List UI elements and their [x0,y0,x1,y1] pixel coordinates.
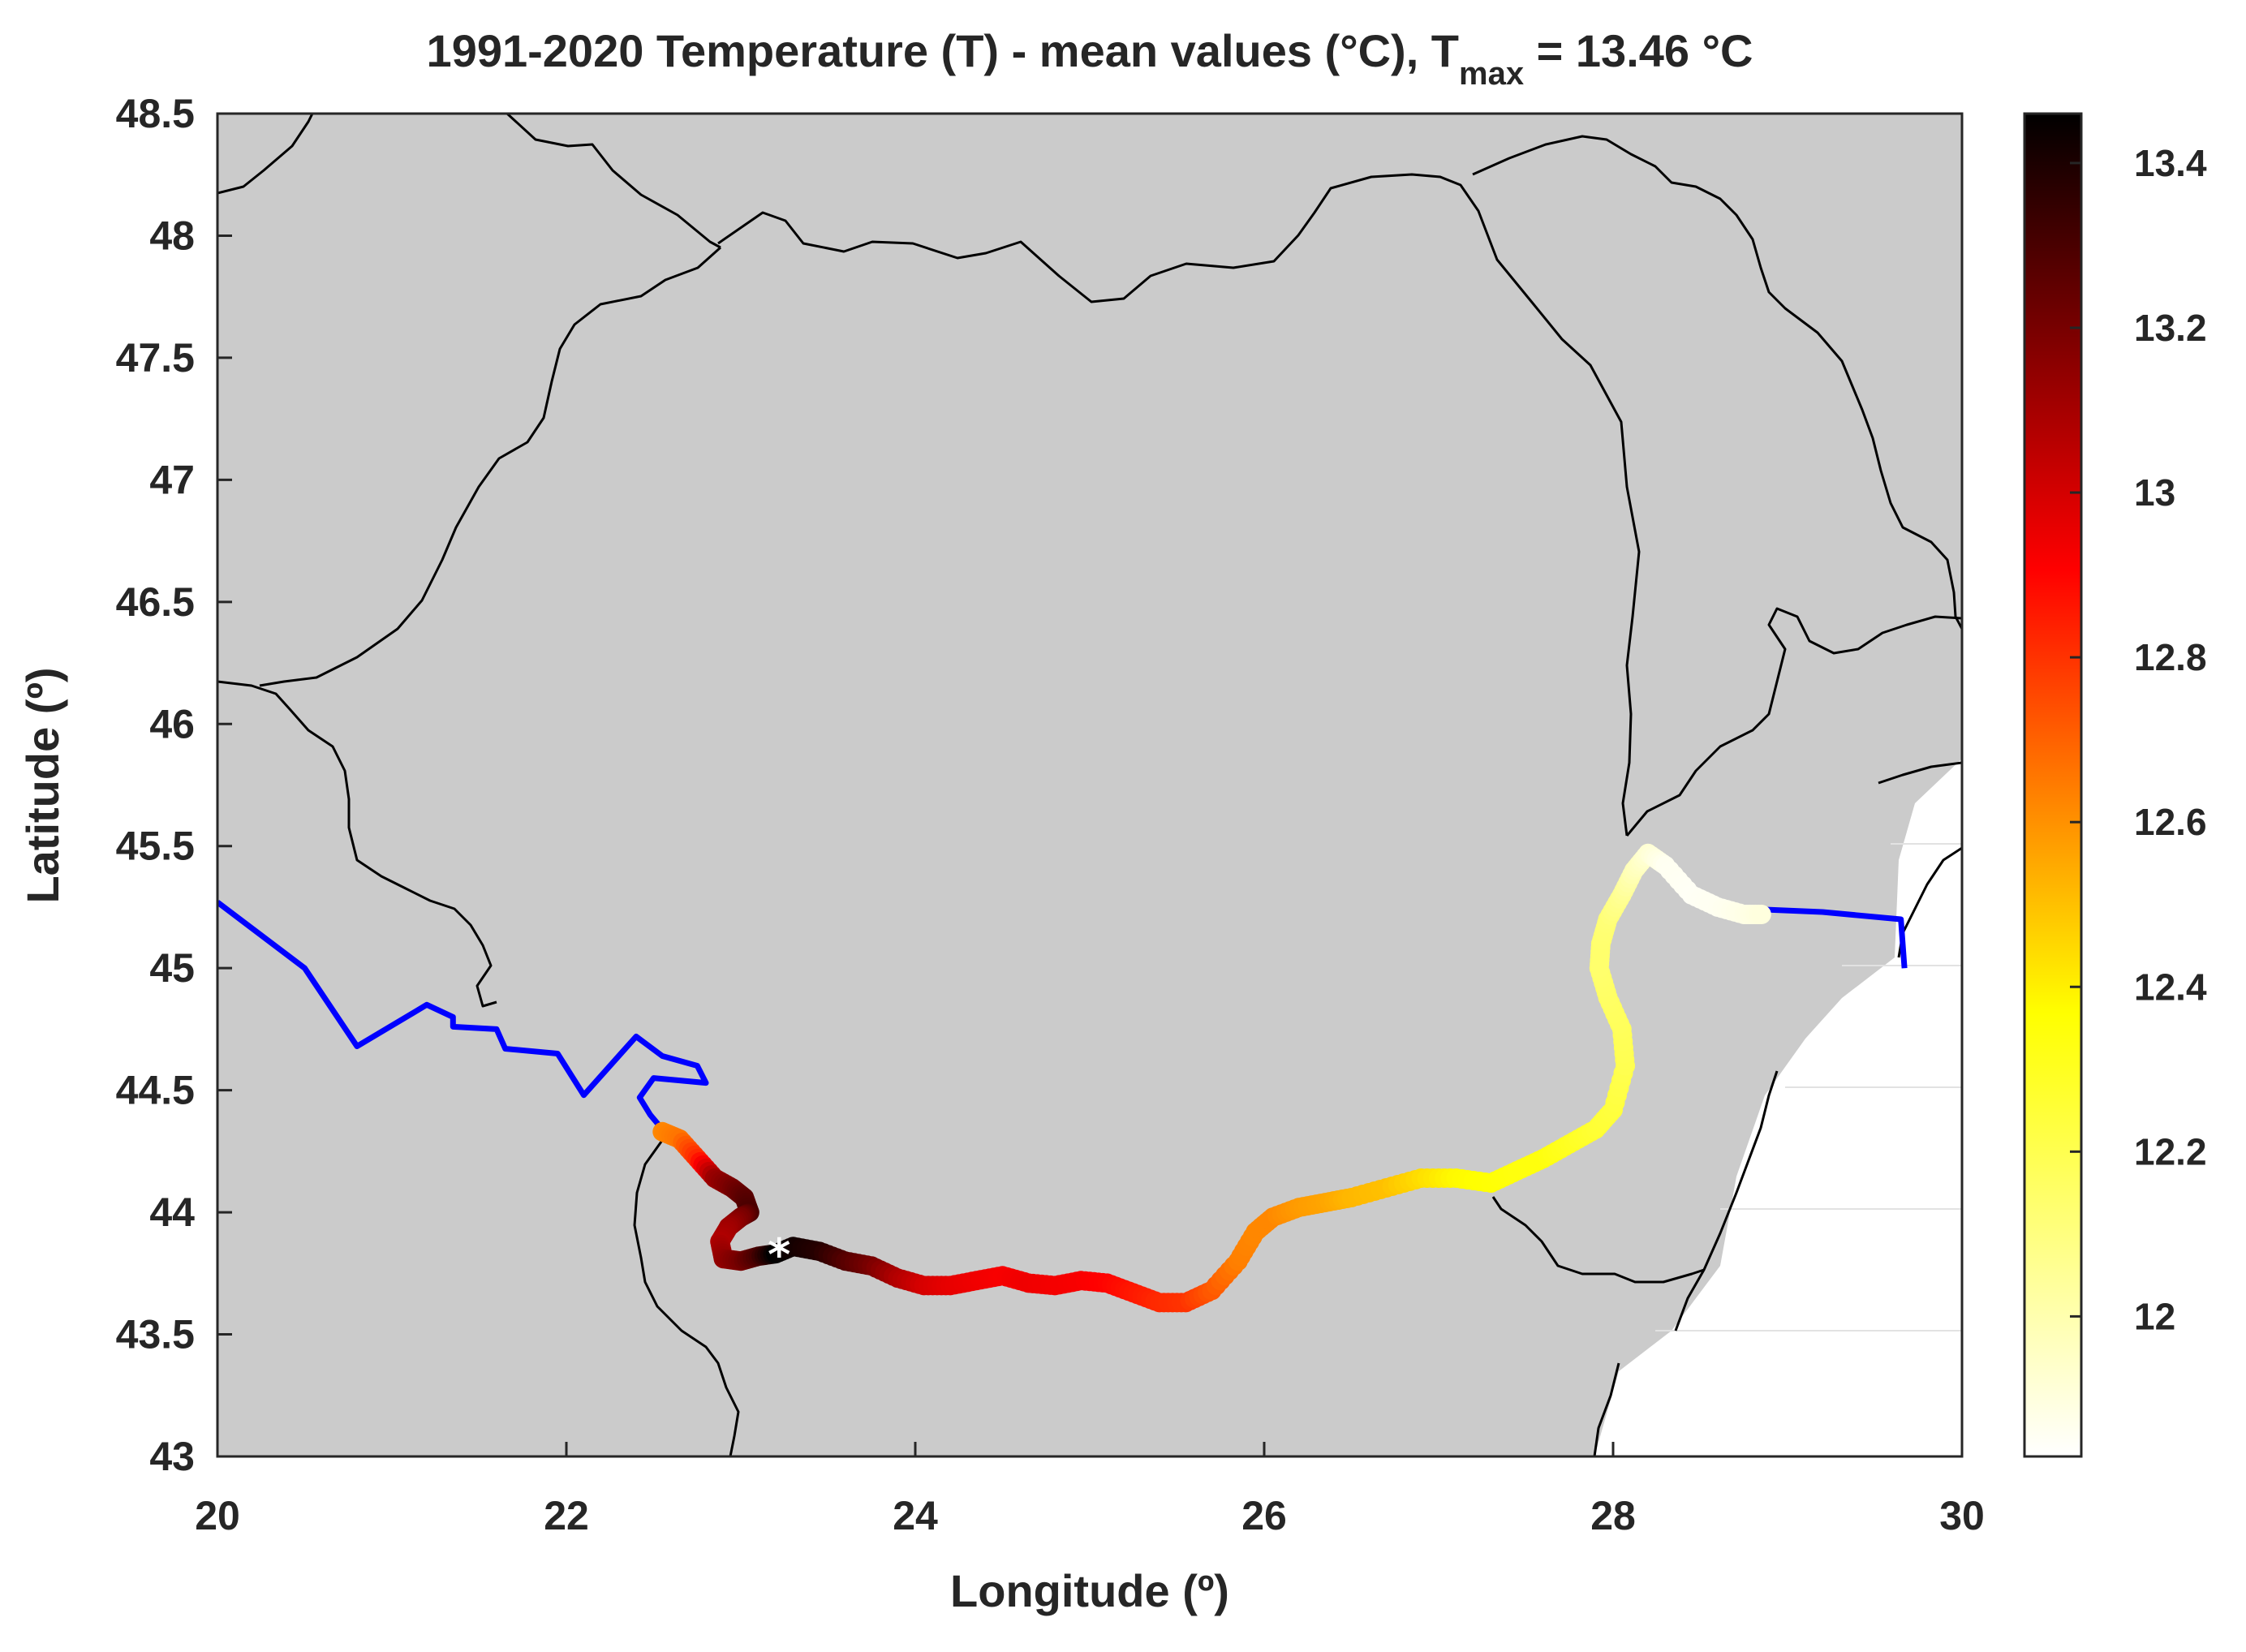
colorbar-tick-label: 13 [2134,471,2175,514]
axes-box [216,112,1964,1458]
y-tick-label: 44 [149,1190,195,1235]
colorbar-tick-labels: 12 12.2 12.4 12.6 12.8 13 13.2 13.4 [2070,142,2207,1337]
title-prefix: 1991-2020 Temperature (T) - mean values … [427,25,1459,76]
y-tick-label: 44.5 [116,1068,195,1113]
y-tick-label: 48.5 [116,91,195,136]
colorbar-tick-label: 13.2 [2134,307,2207,349]
colorbar-tick-label: 12 [2134,1295,2175,1337]
x-tick-labels: 20 22 24 26 28 30 [195,1442,1985,1538]
colorbar-tick-label: 12.6 [2134,801,2207,843]
y-tick-label: 45 [149,945,195,991]
x-tick-label: 20 [195,1493,240,1538]
map-plot-area: * [217,114,1962,1456]
border-moldova-south [1625,607,1962,837]
border-bulgaria-east-coast [1674,1070,1779,1331]
border-dobrogea-bulgaria [1593,1362,1620,1456]
danube-upstream-line [217,900,709,1132]
x-tick-label: 24 [893,1493,938,1538]
scatter-point [1751,905,1771,924]
y-tick-label: 46 [149,701,195,746]
border-hungary-serbia [217,680,497,1008]
danube-downstream-line [1764,906,1908,969]
y-tick-label: 48 [149,213,195,258]
colorbar-tick-label: 12.8 [2134,636,2207,678]
title-suffix: = 13.46 °C [1524,25,1753,76]
temperature-scatter-points [652,843,1771,1313]
colorbar-gradient [2023,112,2083,1458]
y-tick-label: 47 [149,457,195,502]
border-slovakia-hungary [506,114,721,249]
border-hungary-romania [259,246,721,687]
y-tick-labels: 43 43.5 44 44.5 45 45.5 46 46.5 47 47.5 48 48.5 [116,91,232,1479]
border-moldova-east [1472,135,1962,630]
country-borders [217,114,1962,1456]
x-tick-label: 26 [1241,1493,1287,1538]
y-axis-label: Latitude (º) [17,667,68,903]
land-area [217,114,1962,1456]
border-ukraine-north [217,114,314,195]
colorbar: 12 12.2 12.4 12.6 12.8 13 13.2 13.4 [2023,112,2207,1458]
y-tick-label: 43 [149,1434,195,1479]
x-tick-label: 28 [1590,1493,1636,1538]
border-ukraine-delta [1878,761,1962,785]
border-romania-bulgaria-east [1491,1196,1705,1284]
y-tick-label: 45.5 [116,824,195,869]
y-tick-label: 47.5 [116,335,195,381]
x-axis-label: Longitude (º) [950,1565,1229,1616]
colorbar-tick-label: 12.4 [2134,966,2207,1008]
title-subscript: max [1459,56,1524,92]
colorbar-tick-label: 12.2 [2134,1130,2207,1172]
x-tick-label: 30 [1939,1493,1985,1538]
chart-title: 1991-2020 Temperature (T) - mean values … [427,25,1753,92]
tmax-marker-asterisk: * [768,1229,790,1280]
x-tick-label: 22 [544,1493,589,1538]
y-tick-label: 46.5 [116,579,195,625]
border-north-romania [717,173,1641,837]
border-serbia-bulgaria [633,1135,740,1456]
colorbar-tick-label: 13.4 [2134,142,2207,184]
y-tick-label: 43.5 [116,1312,195,1357]
